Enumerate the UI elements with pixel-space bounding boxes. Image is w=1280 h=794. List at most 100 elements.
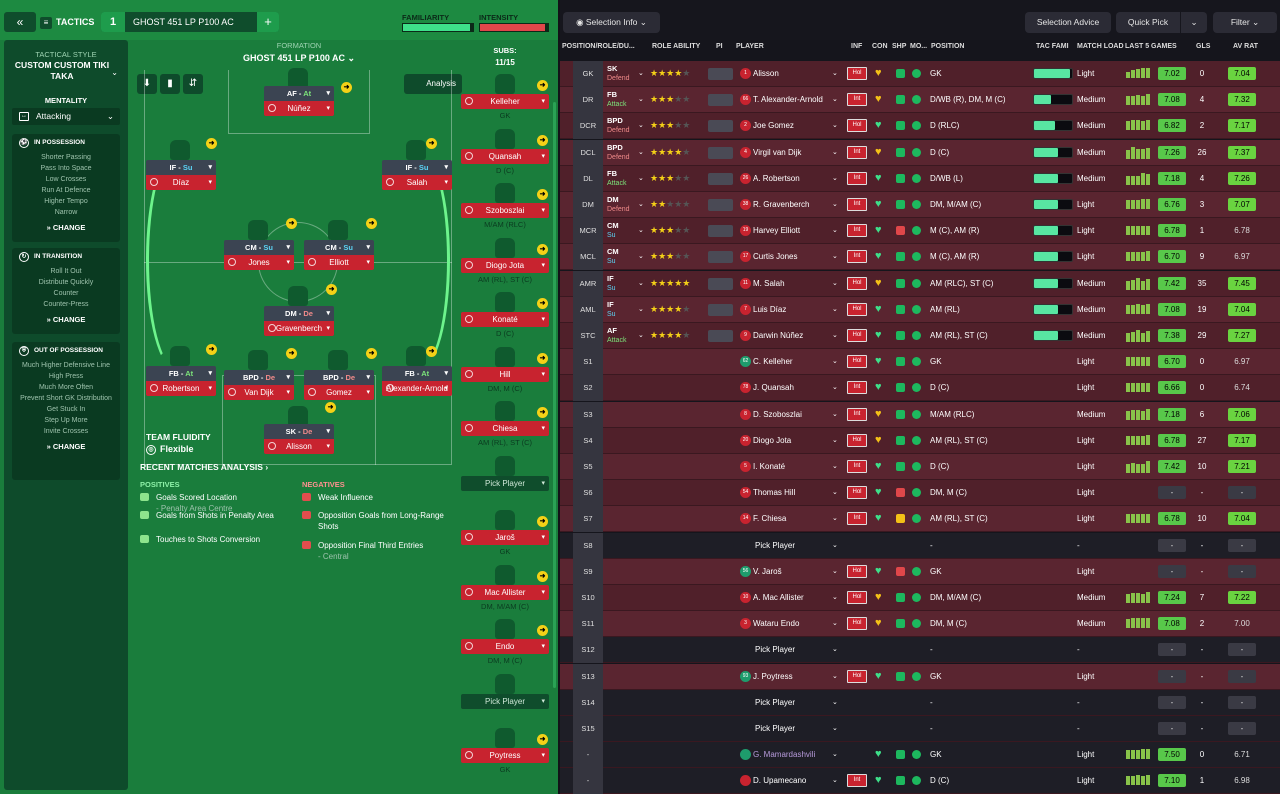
player-card[interactable]: SK - De ▾ Alisson ▾ — [264, 424, 334, 454]
table-row[interactable]: - G. Mamardashvili ⌄ ♥ GK Light 7.50 0 6.71 — [560, 742, 1280, 769]
player-shirt-icon[interactable] — [495, 401, 515, 421]
player-name[interactable]: F. Chiesa — [753, 514, 787, 524]
substitute-card[interactable]: Kelleher ▾ GK — [461, 94, 549, 120]
sub-player-selector[interactable]: Chiesa ▾ — [461, 421, 549, 436]
substitute-card[interactable]: Quansah ▾ D (C) — [461, 148, 549, 175]
chevron-down-icon[interactable]: ⌄ — [638, 122, 644, 130]
player-shirt-icon[interactable] — [170, 140, 190, 160]
role-duty-cell[interactable]: SK Defend — [603, 61, 647, 87]
table-row[interactable]: DCL BPD Defend ⌄ ★★★★★ 4 Virgil van Dijk ⌄ Int ♥ D… — [560, 139, 1280, 166]
chevron-down-icon[interactable]: ⌄ — [638, 332, 644, 339]
substitute-card[interactable]: Diogo Jota ▾ AM (RL), ST (C) — [461, 257, 549, 284]
col-goals[interactable]: GLS — [1196, 43, 1211, 50]
player-name[interactable]: Joe Gomez — [753, 121, 794, 131]
player-instructions-icon[interactable] — [708, 251, 733, 264]
intensity-bar[interactable] — [479, 23, 549, 32]
chevron-down-icon[interactable]: ⌄ — [832, 332, 838, 339]
instruction-arrow-icon[interactable]: ➜ — [537, 134, 548, 146]
pick-player-label[interactable]: Pick Player — [755, 697, 796, 707]
player-name-selector[interactable]: Alisson ▾ — [264, 439, 334, 454]
role-duty-cell[interactable]: IF Su — [603, 297, 647, 323]
player-card[interactable]: FB - At ▾ Alexander-Arnold ▾ — [382, 366, 452, 396]
chevron-down-icon[interactable]: ⌄ — [832, 698, 838, 706]
sub-player-selector[interactable]: Diogo Jota ▾ — [461, 257, 549, 273]
player-shirt-icon[interactable] — [495, 673, 515, 694]
player-name[interactable]: M. Salah — [753, 278, 785, 288]
player-name[interactable]: Alisson — [753, 69, 779, 78]
player-shirt-icon[interactable] — [495, 183, 515, 203]
player-shirt-icon[interactable] — [288, 406, 308, 426]
chevron-down-icon[interactable]: ⌄ — [832, 201, 838, 208]
table-row[interactable]: GK SK Defend ⌄ ★★★★★ 1 Alisson ⌄ Hol ♥ GK Light 7.02… — [560, 61, 1280, 87]
instruction-arrow-icon[interactable]: ➜ — [366, 218, 377, 229]
role-duty-cell[interactable]: BPD Defend — [603, 113, 647, 139]
chevron-down-icon[interactable]: ⌄ — [832, 463, 838, 470]
player-name[interactable]: V. Jaroš — [753, 566, 782, 576]
player-shirt-icon[interactable] — [406, 346, 426, 366]
role-duty-cell[interactable]: CM Su — [603, 218, 647, 244]
pick-player-label[interactable]: Pick Player — [755, 645, 796, 655]
table-row[interactable]: S7 14 F. Chiesa ⌄ Int ♥ AM (RL), ST (C) Light 6.… — [560, 506, 1280, 533]
player-name[interactable]: J. Quansah — [753, 383, 794, 393]
substitute-card[interactable]: Mac Allister ▾ DM, M/AM (C) — [461, 584, 549, 611]
instruction-arrow-icon[interactable]: ➜ — [426, 138, 437, 149]
table-row[interactable]: DCR BPD Defend ⌄ ★★★★★ 2 Joe Gomez ⌄ Hol ♥ D (RLC)… — [560, 113, 1280, 140]
player-name-selector[interactable]: Alexander-Arnold ▾ — [382, 381, 452, 396]
table-row[interactable]: DR FB Attack ⌄ ★★★★★ 66 T. Alexander-Arnold ⌄ In… — [560, 87, 1280, 114]
change-out-of-possession-button[interactable]: » CHANGE — [46, 442, 86, 451]
player-shirt-icon[interactable] — [328, 350, 348, 370]
player-shirt-icon[interactable] — [495, 564, 515, 585]
table-row[interactable]: MCR CM Su ⌄ ★★★★★ 19 Harvey Elliott ⌄ Int ♥ M (C),… — [560, 218, 1280, 245]
player-name[interactable]: T. Alexander-Arnold — [753, 95, 823, 105]
instruction-arrow-icon[interactable]: ➜ — [341, 82, 352, 93]
player-shirt-icon[interactable] — [170, 346, 190, 366]
player-name-selector[interactable]: Gomez ▾ — [304, 385, 374, 400]
instruction-arrow-icon[interactable]: ➜ — [537, 625, 548, 636]
table-row[interactable]: S13 93 J. Poytress ⌄ Hol ♥ GK Light - - - — [560, 663, 1280, 690]
role-duty-selector[interactable]: BPD - De ▾ — [304, 370, 374, 385]
pick-player-selector[interactable]: Pick Player ▾ — [461, 475, 549, 491]
col-last-5-games[interactable]: LAST 5 GAMES — [1125, 43, 1177, 50]
col-player[interactable]: PLAYER — [736, 43, 764, 50]
player-card[interactable]: FB - At ▾ Robertson ▾ — [146, 366, 216, 396]
role-duty-selector[interactable]: BPD - De ▾ — [224, 370, 294, 385]
instruction-arrow-icon[interactable]: ➜ — [206, 344, 217, 355]
chevron-down-icon[interactable]: ⌄ — [832, 515, 838, 523]
player-card[interactable]: CM - Su ▾ Elliott ▾ — [304, 240, 374, 270]
chevron-down-icon[interactable]: ⌄ — [638, 70, 644, 77]
chevron-down-icon[interactable]: ⌄ — [638, 227, 644, 235]
chevron-down-icon[interactable]: ⌄ — [832, 751, 838, 759]
analysis-button[interactable]: Analysis — [404, 74, 462, 94]
chevron-down-icon[interactable]: ⌄ — [832, 384, 838, 392]
player-name[interactable]: D. Upamecano — [753, 776, 807, 786]
quick-pick-dropdown[interactable]: ⌄ — [1181, 12, 1207, 33]
recent-matches-title[interactable]: RECENT MATCHES ANALYSIS › — [140, 462, 269, 472]
chevron-down-icon[interactable]: ⌄ — [832, 148, 838, 156]
player-instructions-icon[interactable] — [708, 172, 733, 185]
chevron-down-icon[interactable]: ⌄ — [832, 410, 838, 418]
player-name[interactable]: Virgil van Dijk — [753, 147, 802, 157]
col-con[interactable]: CON — [872, 43, 888, 50]
col-mo[interactable]: MO... — [910, 43, 928, 50]
role-duty-cell[interactable]: FB Attack — [603, 166, 647, 192]
player-shirt-icon[interactable] — [288, 286, 308, 306]
table-row[interactable]: S6 54 Thomas Hill ⌄ Hol ♥ DM, M (C) Light - - - — [560, 480, 1280, 507]
role-duty-cell[interactable]: AF Attack — [603, 323, 647, 349]
instruction-arrow-icon[interactable]: ➜ — [206, 138, 217, 149]
player-card[interactable]: IF - Su ▾ Salah ▾ — [382, 160, 452, 190]
substitute-card[interactable]: Endo ▾ DM, M (C) — [461, 639, 549, 665]
player-instructions-icon[interactable] — [708, 146, 733, 159]
player-shirt-icon[interactable] — [495, 346, 515, 367]
player-name[interactable]: D. Szoboszlai — [753, 409, 802, 419]
chevron-down-icon[interactable]: ⌄ — [832, 646, 838, 654]
sub-player-selector[interactable]: Hill ▾ — [461, 366, 549, 382]
player-name[interactable]: Diogo Jota — [753, 435, 792, 445]
table-row[interactable]: - D. Upamecano ⌄ Int ♥ D (C) Light 7.10 1 6.98 — [560, 768, 1280, 794]
instruction-arrow-icon[interactable]: ➜ — [286, 348, 297, 359]
chevron-down-icon[interactable]: ⌄ — [638, 253, 644, 261]
instruction-arrow-icon[interactable]: ➜ — [537, 352, 548, 364]
table-row[interactable]: S2 78 J. Quansah ⌄ Int ♥ D (C) Light 6.66 0 6.74 — [560, 375, 1280, 402]
player-instructions-icon[interactable] — [708, 199, 733, 211]
substitute-card[interactable]: Poytress ▾ GK — [461, 748, 549, 774]
bar-chart-icon[interactable]: ▮ — [160, 74, 180, 94]
